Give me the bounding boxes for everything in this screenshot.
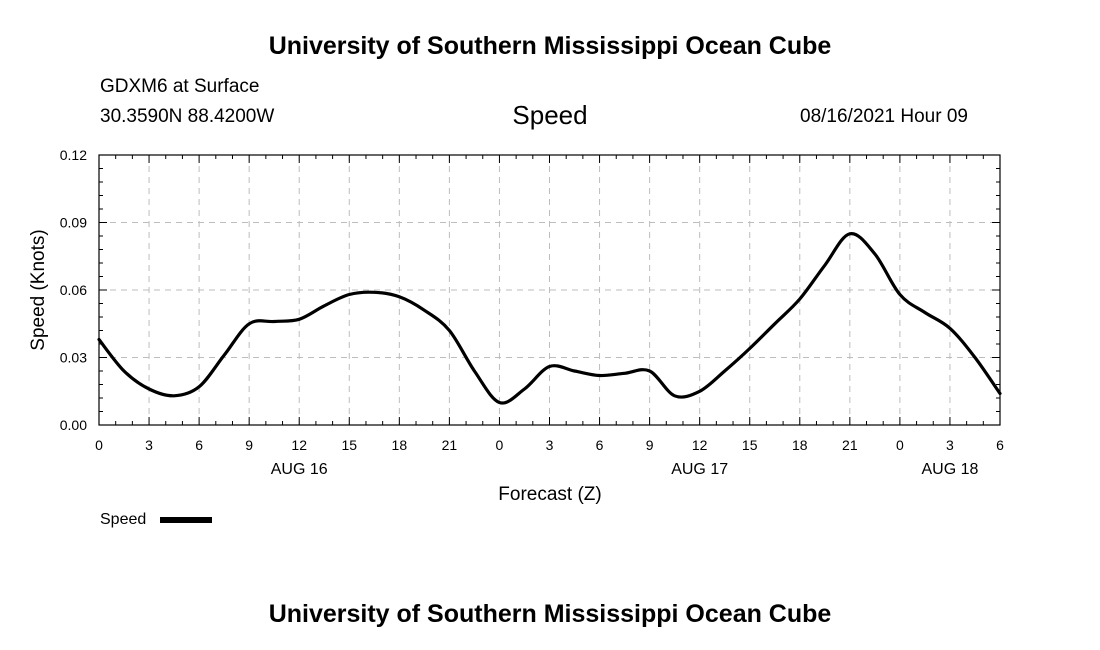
- coordinates-label: 30.3590N 88.4200W: [100, 106, 275, 127]
- x-tick-label: 3: [546, 437, 554, 453]
- x-tick-label: 15: [341, 437, 357, 453]
- x-tick-label: 12: [291, 437, 307, 453]
- bottom-title: University of Southern Mississippi Ocean…: [268, 600, 832, 628]
- date-label: AUG 16: [271, 461, 328, 478]
- x-tick-label: 0: [896, 437, 904, 453]
- date-label: AUG 17: [671, 461, 728, 478]
- x-tick-label: 3: [946, 437, 954, 453]
- chart-title: Speed: [512, 100, 587, 130]
- x-tick-label: 12: [692, 437, 708, 453]
- x-tick-label: 6: [596, 437, 604, 453]
- grid-lines: [99, 155, 1000, 425]
- y-tick-label: 0.12: [60, 147, 87, 163]
- date-label: AUG 18: [921, 461, 978, 478]
- legend-label: Speed: [100, 511, 146, 528]
- datetime-label: 08/16/2021 Hour 09: [800, 106, 968, 127]
- x-tick-label: 9: [245, 437, 253, 453]
- legend: Speed: [100, 511, 212, 528]
- y-tick-label: 0.09: [60, 215, 87, 231]
- x-tick-label: 15: [742, 437, 758, 453]
- x-tick-label: 0: [95, 437, 103, 453]
- speed-series-line: [97, 232, 1002, 405]
- x-tick-label: 21: [842, 437, 858, 453]
- x-axis-label: Forecast (Z): [498, 484, 601, 505]
- x-tick-label: 18: [392, 437, 408, 453]
- tick-labels: 0 3 6 9 12 15 18 21 0 3 6 9 12 15 18 21 0 3 6 0.00 0.03 0.06 0…: [60, 147, 1004, 478]
- y-tick-label: 0.03: [60, 350, 87, 366]
- x-tick-label: 18: [792, 437, 808, 453]
- x-tick-label: 6: [195, 437, 203, 453]
- x-tick-label: 0: [496, 437, 504, 453]
- y-tick-label: 0.06: [60, 282, 87, 298]
- station-label: GDXM6 at Surface: [100, 76, 260, 97]
- y-axis-label: Speed (Knots): [28, 229, 49, 350]
- axis-ticks: [98, 154, 1001, 426]
- x-tick-label: 21: [442, 437, 458, 453]
- x-tick-label: 9: [646, 437, 654, 453]
- x-tick-label: 6: [996, 437, 1004, 453]
- x-tick-label: 3: [145, 437, 153, 453]
- y-tick-label: 0.00: [60, 417, 87, 433]
- top-title: University of Southern Mississippi Ocean…: [268, 32, 832, 60]
